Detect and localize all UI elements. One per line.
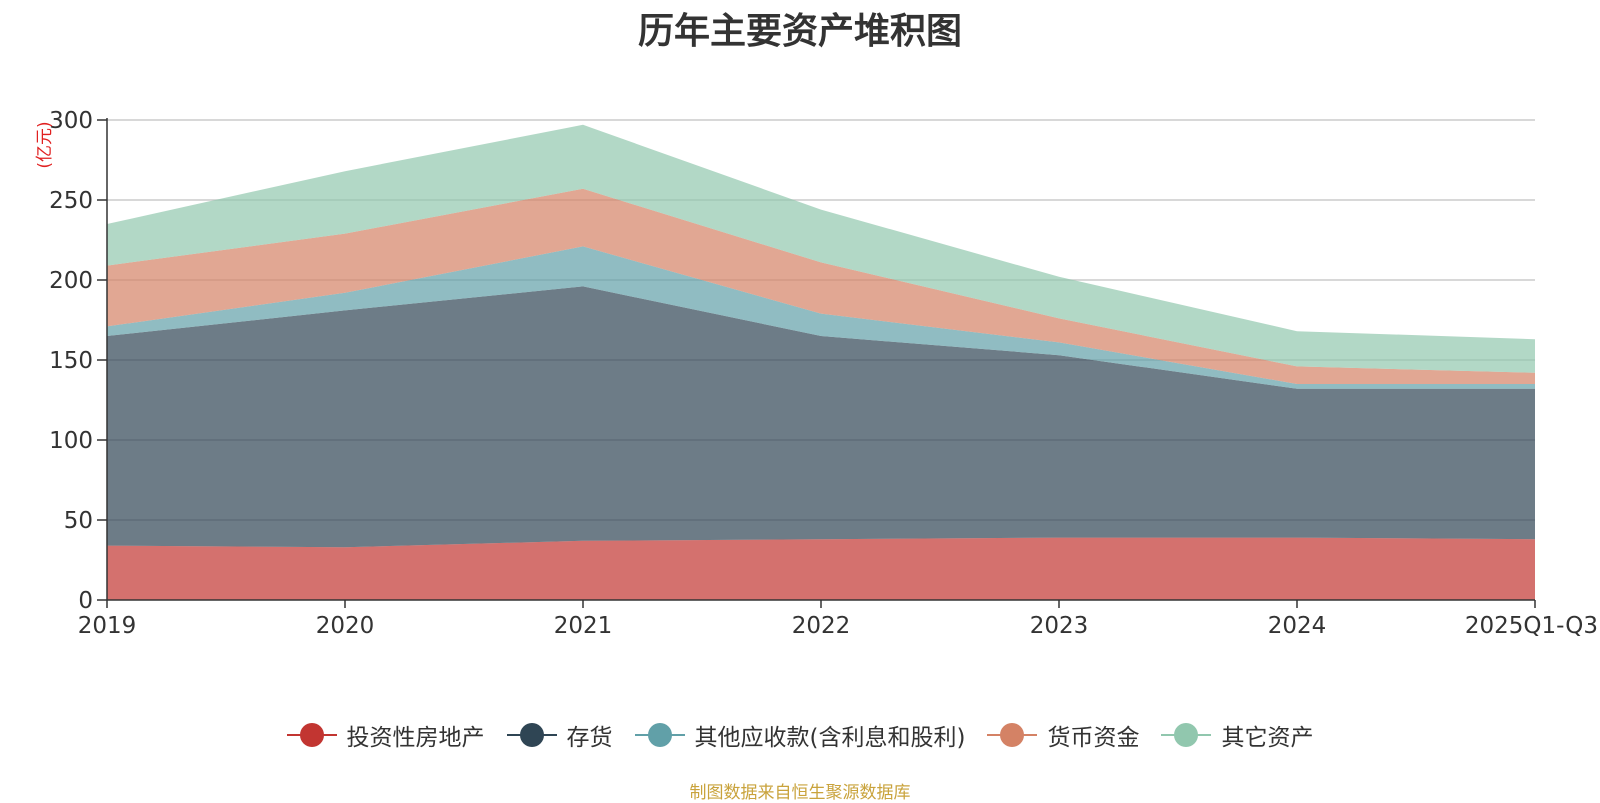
x-tick-label: 2023 xyxy=(1030,613,1089,639)
axes: 0 50 100 150 200 250 300 2019 2020 2021 2022 2023 20… xyxy=(49,108,1598,639)
y-axis-unit-label: (亿元) xyxy=(35,121,55,168)
y-tick-label: 300 xyxy=(49,108,93,134)
legend-item-2[interactable]: 存货 xyxy=(506,718,613,752)
legend: 投资性房地产 存货 其他应收款(含利息和股利) 货币资金 其它资产 xyxy=(0,718,1600,752)
y-tick-label: 200 xyxy=(49,268,93,294)
legend-label: 货币资金 xyxy=(1047,725,1140,751)
legend-marker-icon xyxy=(634,723,685,747)
legend-marker-icon xyxy=(987,723,1038,747)
x-tick-label: 2019 xyxy=(78,613,137,639)
y-tick-label: 100 xyxy=(49,428,93,454)
legend-item-1[interactable]: 投资性房地产 xyxy=(286,718,485,752)
legend-marker-icon xyxy=(506,723,557,747)
area-series-2 xyxy=(107,286,1535,548)
x-tick-label: 2021 xyxy=(554,613,613,639)
y-tick-label: 250 xyxy=(49,188,93,214)
legend-marker-icon xyxy=(1161,723,1212,747)
legend-item-5[interactable]: 其它资产 xyxy=(1161,718,1313,752)
legend-label: 其他应收款(含利息和股利) xyxy=(694,725,966,751)
x-tick-label: 2024 xyxy=(1268,613,1327,639)
y-tick-label: 0 xyxy=(78,588,93,614)
area-series-1 xyxy=(107,537,1535,600)
legend-label: 其它资产 xyxy=(1221,725,1314,751)
legend-label: 存货 xyxy=(566,725,613,751)
x-tick-label: 2025Q1-Q3 xyxy=(1465,613,1598,639)
area-series-3 xyxy=(107,246,1535,389)
legend-label: 投资性房地产 xyxy=(346,725,485,751)
y-tick-label: 50 xyxy=(64,508,93,534)
area-series-4 xyxy=(107,188,1535,384)
area-series-group xyxy=(107,124,1535,600)
legend-item-4[interactable]: 货币资金 xyxy=(987,718,1139,752)
x-tick-label: 2022 xyxy=(792,613,851,639)
chart-title: 历年主要资产堆积图 xyxy=(637,11,962,52)
legend-marker-icon xyxy=(286,723,337,747)
y-tick-label: 150 xyxy=(49,348,93,374)
legend-item-3[interactable]: 其他应收款(含利息和股利) xyxy=(634,718,966,752)
area-series-5 xyxy=(107,124,1535,373)
source-note: 制图数据来自恒生聚源数据库 xyxy=(689,783,911,803)
x-tick-label: 2020 xyxy=(316,613,375,639)
